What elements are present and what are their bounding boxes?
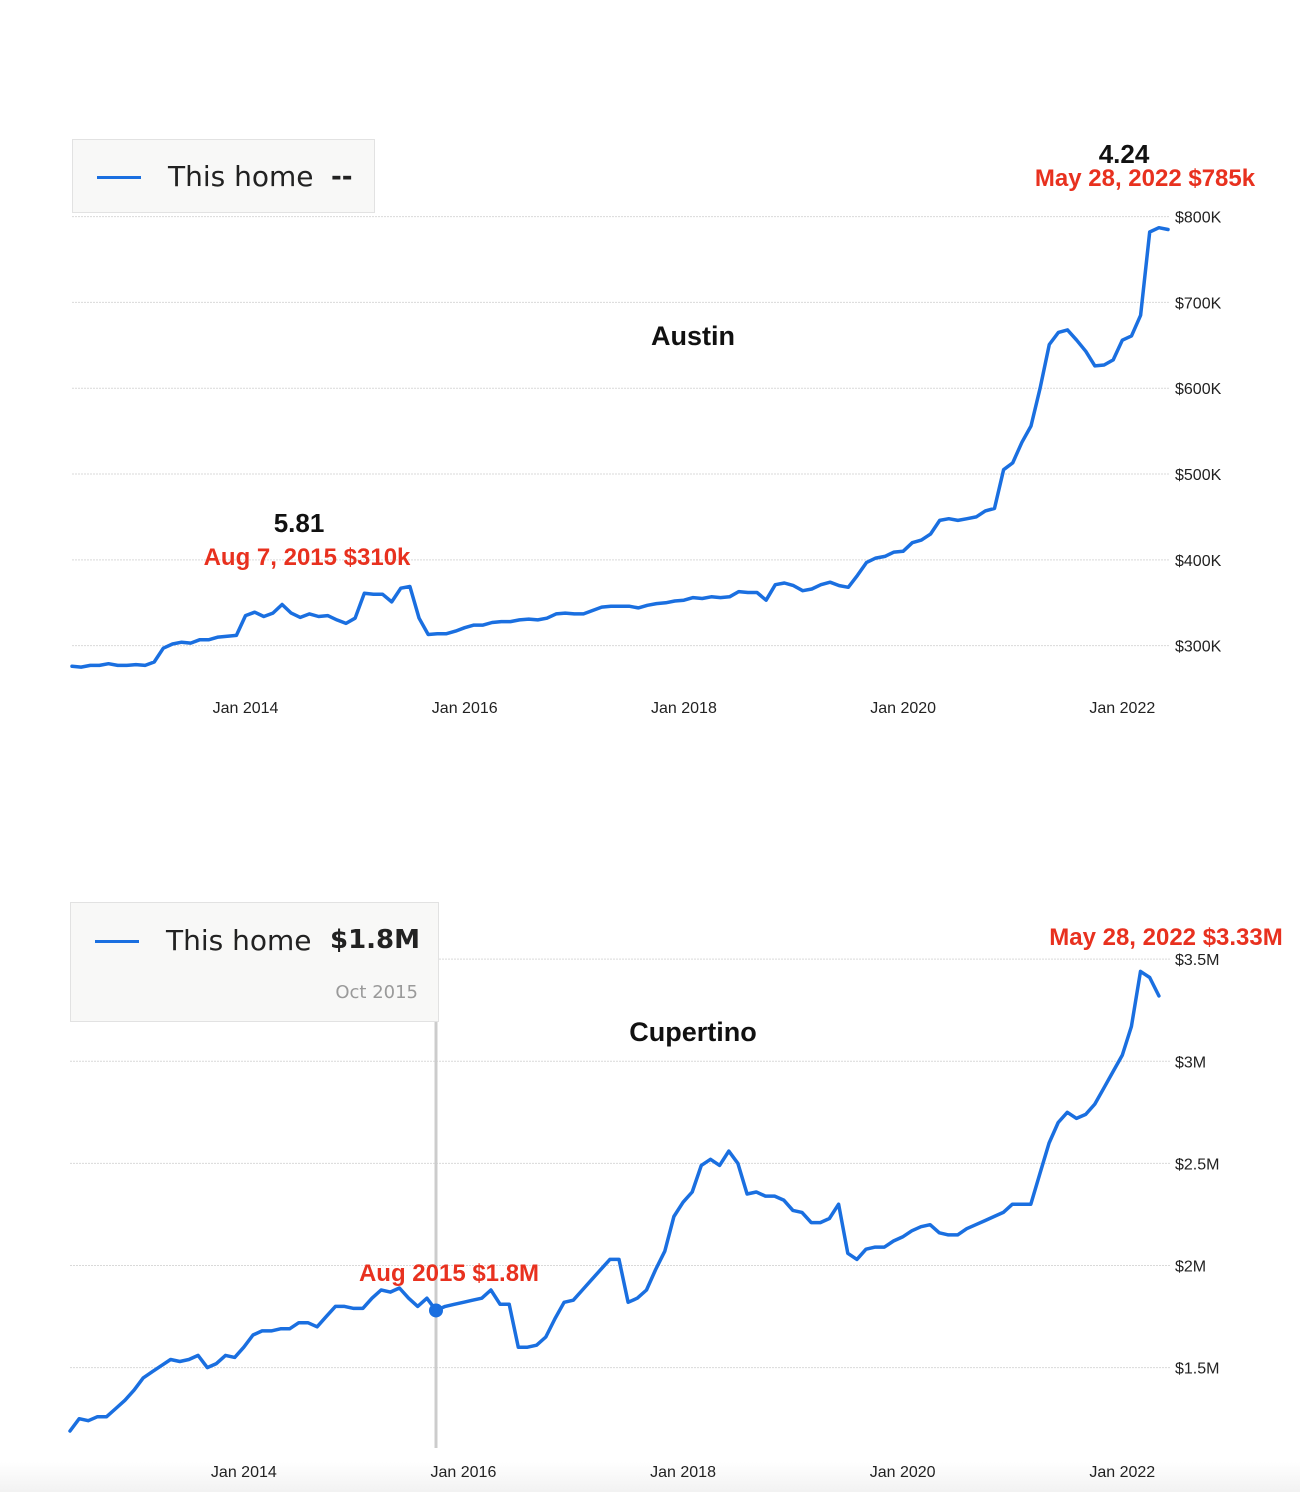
chart-title-austin: Austin <box>651 321 735 351</box>
legend-label: This home <box>166 924 312 957</box>
cupertino-chart: $1.5M $2M $2.5M $3M $3.5M Jan 2014 Jan 2016 Ja… <box>0 880 1300 1492</box>
x-tick-label: Jan 2014 <box>213 700 279 717</box>
x-tick-label: Jan 2018 <box>651 700 717 717</box>
austin-chart-svg[interactable]: $300K $400K $500K $600K $700K $800K Jan 2014 J… <box>0 0 1300 760</box>
series-line-cupertino <box>68 969 1161 1433</box>
y-tick-label: $400K <box>1175 553 1222 570</box>
cupertino-chart-svg[interactable]: $1.5M $2M $2.5M $3M $3.5M Jan 2014 Jan 2016 Ja… <box>0 880 1300 1492</box>
chart-title-cupertino: Cupertino <box>629 1017 757 1047</box>
x-tick-label: Jan 2020 <box>870 700 936 717</box>
y-tick-label: $700K <box>1175 295 1222 312</box>
y-tick-label: $3M <box>1175 1054 1206 1071</box>
y-tick-label: $3.5M <box>1175 952 1219 969</box>
annotation-ratio-2015: 5.81 <box>274 508 325 538</box>
series-line-austin <box>70 225 1170 669</box>
legend-label: This home <box>168 160 314 193</box>
legend-cupertino: This home $1.8M Oct 2015 <box>70 902 439 1022</box>
y-tick-label: $2.5M <box>1175 1156 1219 1173</box>
y-tick-label: $600K <box>1175 381 1222 398</box>
x-tick-label: Jan 2014 <box>211 1464 277 1481</box>
annotation-price-2015: Aug 7, 2015 $310k <box>204 544 411 571</box>
annotation-price-2022: May 28, 2022 $3.33M <box>1049 924 1283 951</box>
hover-point <box>429 1303 443 1318</box>
x-tick-label: Jan 2022 <box>1089 1464 1155 1481</box>
x-tick-label: Jan 2016 <box>432 700 498 717</box>
y-tick-label: $300K <box>1175 639 1222 656</box>
legend-date: Oct 2015 <box>335 982 418 1003</box>
annotation-price-2022: May 28, 2022 $785k <box>1035 165 1256 192</box>
x-tick-label: Jan 2018 <box>650 1464 716 1481</box>
annotation-price-2015: Aug 2015 $1.8M <box>359 1260 539 1287</box>
y-tick-label: $800K <box>1175 210 1222 227</box>
austin-chart: $300K $400K $500K $600K $700K $800K Jan 2014 J… <box>0 0 1300 760</box>
y-tick-label: $500K <box>1175 467 1222 484</box>
legend-value: -- <box>331 162 353 192</box>
legend-value: $1.8M <box>330 925 421 955</box>
x-tick-label: Jan 2020 <box>870 1464 936 1481</box>
legend-line-swatch <box>97 176 141 179</box>
x-tick-label: Jan 2016 <box>431 1464 497 1481</box>
annotation-ratio-2022: 4.24 <box>1099 139 1150 169</box>
legend-line-swatch <box>95 940 139 943</box>
y-tick-label: $2M <box>1175 1259 1206 1276</box>
y-tick-label: $1.5M <box>1175 1361 1219 1378</box>
x-tick-label: Jan 2022 <box>1089 700 1155 717</box>
legend-austin: This home -- <box>72 139 375 213</box>
